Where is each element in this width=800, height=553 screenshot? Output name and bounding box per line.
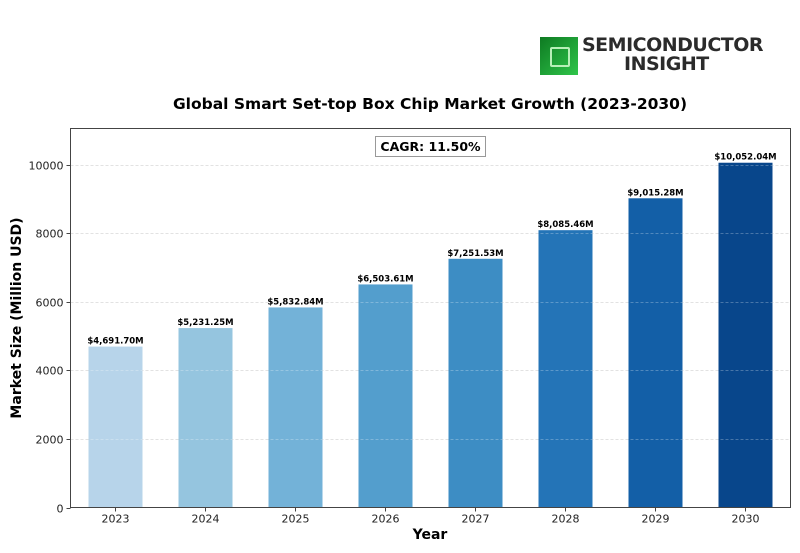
data-label: $10,052.04M [714,153,776,163]
data-label: $6,503.61M [357,274,413,284]
data-label: $8,085.46M [537,220,593,230]
bar-2023 [88,346,143,508]
x-tick-label: 2025 [282,513,310,526]
bar-2029 [628,198,683,508]
gridlines-overlay [70,165,791,440]
y-tick-label: 6000 [36,297,64,310]
x-tick-label: 2029 [642,513,670,526]
logo-text-line2: INSIGHT [624,53,709,75]
plot-frame [70,128,791,508]
y-tick-label: 4000 [36,365,64,378]
y-axis-ticks: 0 2000 4000 6000 8000 10000 [29,160,71,516]
chip-icon [540,37,578,75]
logo-text-line1: SEMICONDUCTOR [582,34,764,56]
y-tick-label: 8000 [36,228,64,241]
data-labels: $4,691.70M $5,231.25M $5,832.84M $6,503.61M… [87,153,776,347]
y-tick-label: 2000 [36,434,64,447]
x-tick-label: 2023 [102,513,130,526]
x-tick-label: 2027 [462,513,490,526]
x-axis-ticks: 2023 2024 2025 2026 2027 2028 2029 2030 [102,507,760,526]
bar-2026 [358,284,413,508]
y-tick-label: 0 [57,503,64,516]
y-tick-label: 10000 [29,160,64,173]
data-label: $5,832.84M [267,297,323,307]
cagr-annotation: CAGR: 11.50% [375,136,486,157]
bar-2030 [718,162,773,508]
data-label: $5,231.25M [177,318,233,328]
x-tick-label: 2024 [192,513,220,526]
chart-title: Global Smart Set-top Box Chip Market Gro… [173,95,687,113]
data-label: $7,251.53M [447,249,503,259]
bar-2025 [268,307,323,508]
x-tick-label: 2030 [732,513,760,526]
cagr-box [375,136,486,157]
x-tick-label: 2028 [552,513,580,526]
cagr-label: CAGR: 11.50% [380,139,481,154]
x-axis-label: Year [412,527,448,543]
data-label: $9,015.28M [627,188,683,198]
bar-2028 [538,230,593,508]
bars [88,162,773,508]
x-tick-label: 2026 [372,513,400,526]
data-label: $4,691.70M [87,337,143,347]
semiconductor-insight-logo: SEMICONDUCTOR INSIGHT [540,34,770,77]
bar-2024 [178,328,233,508]
bar-2027 [448,258,503,508]
y-axis-label: Market Size (Million USD) [9,217,25,418]
